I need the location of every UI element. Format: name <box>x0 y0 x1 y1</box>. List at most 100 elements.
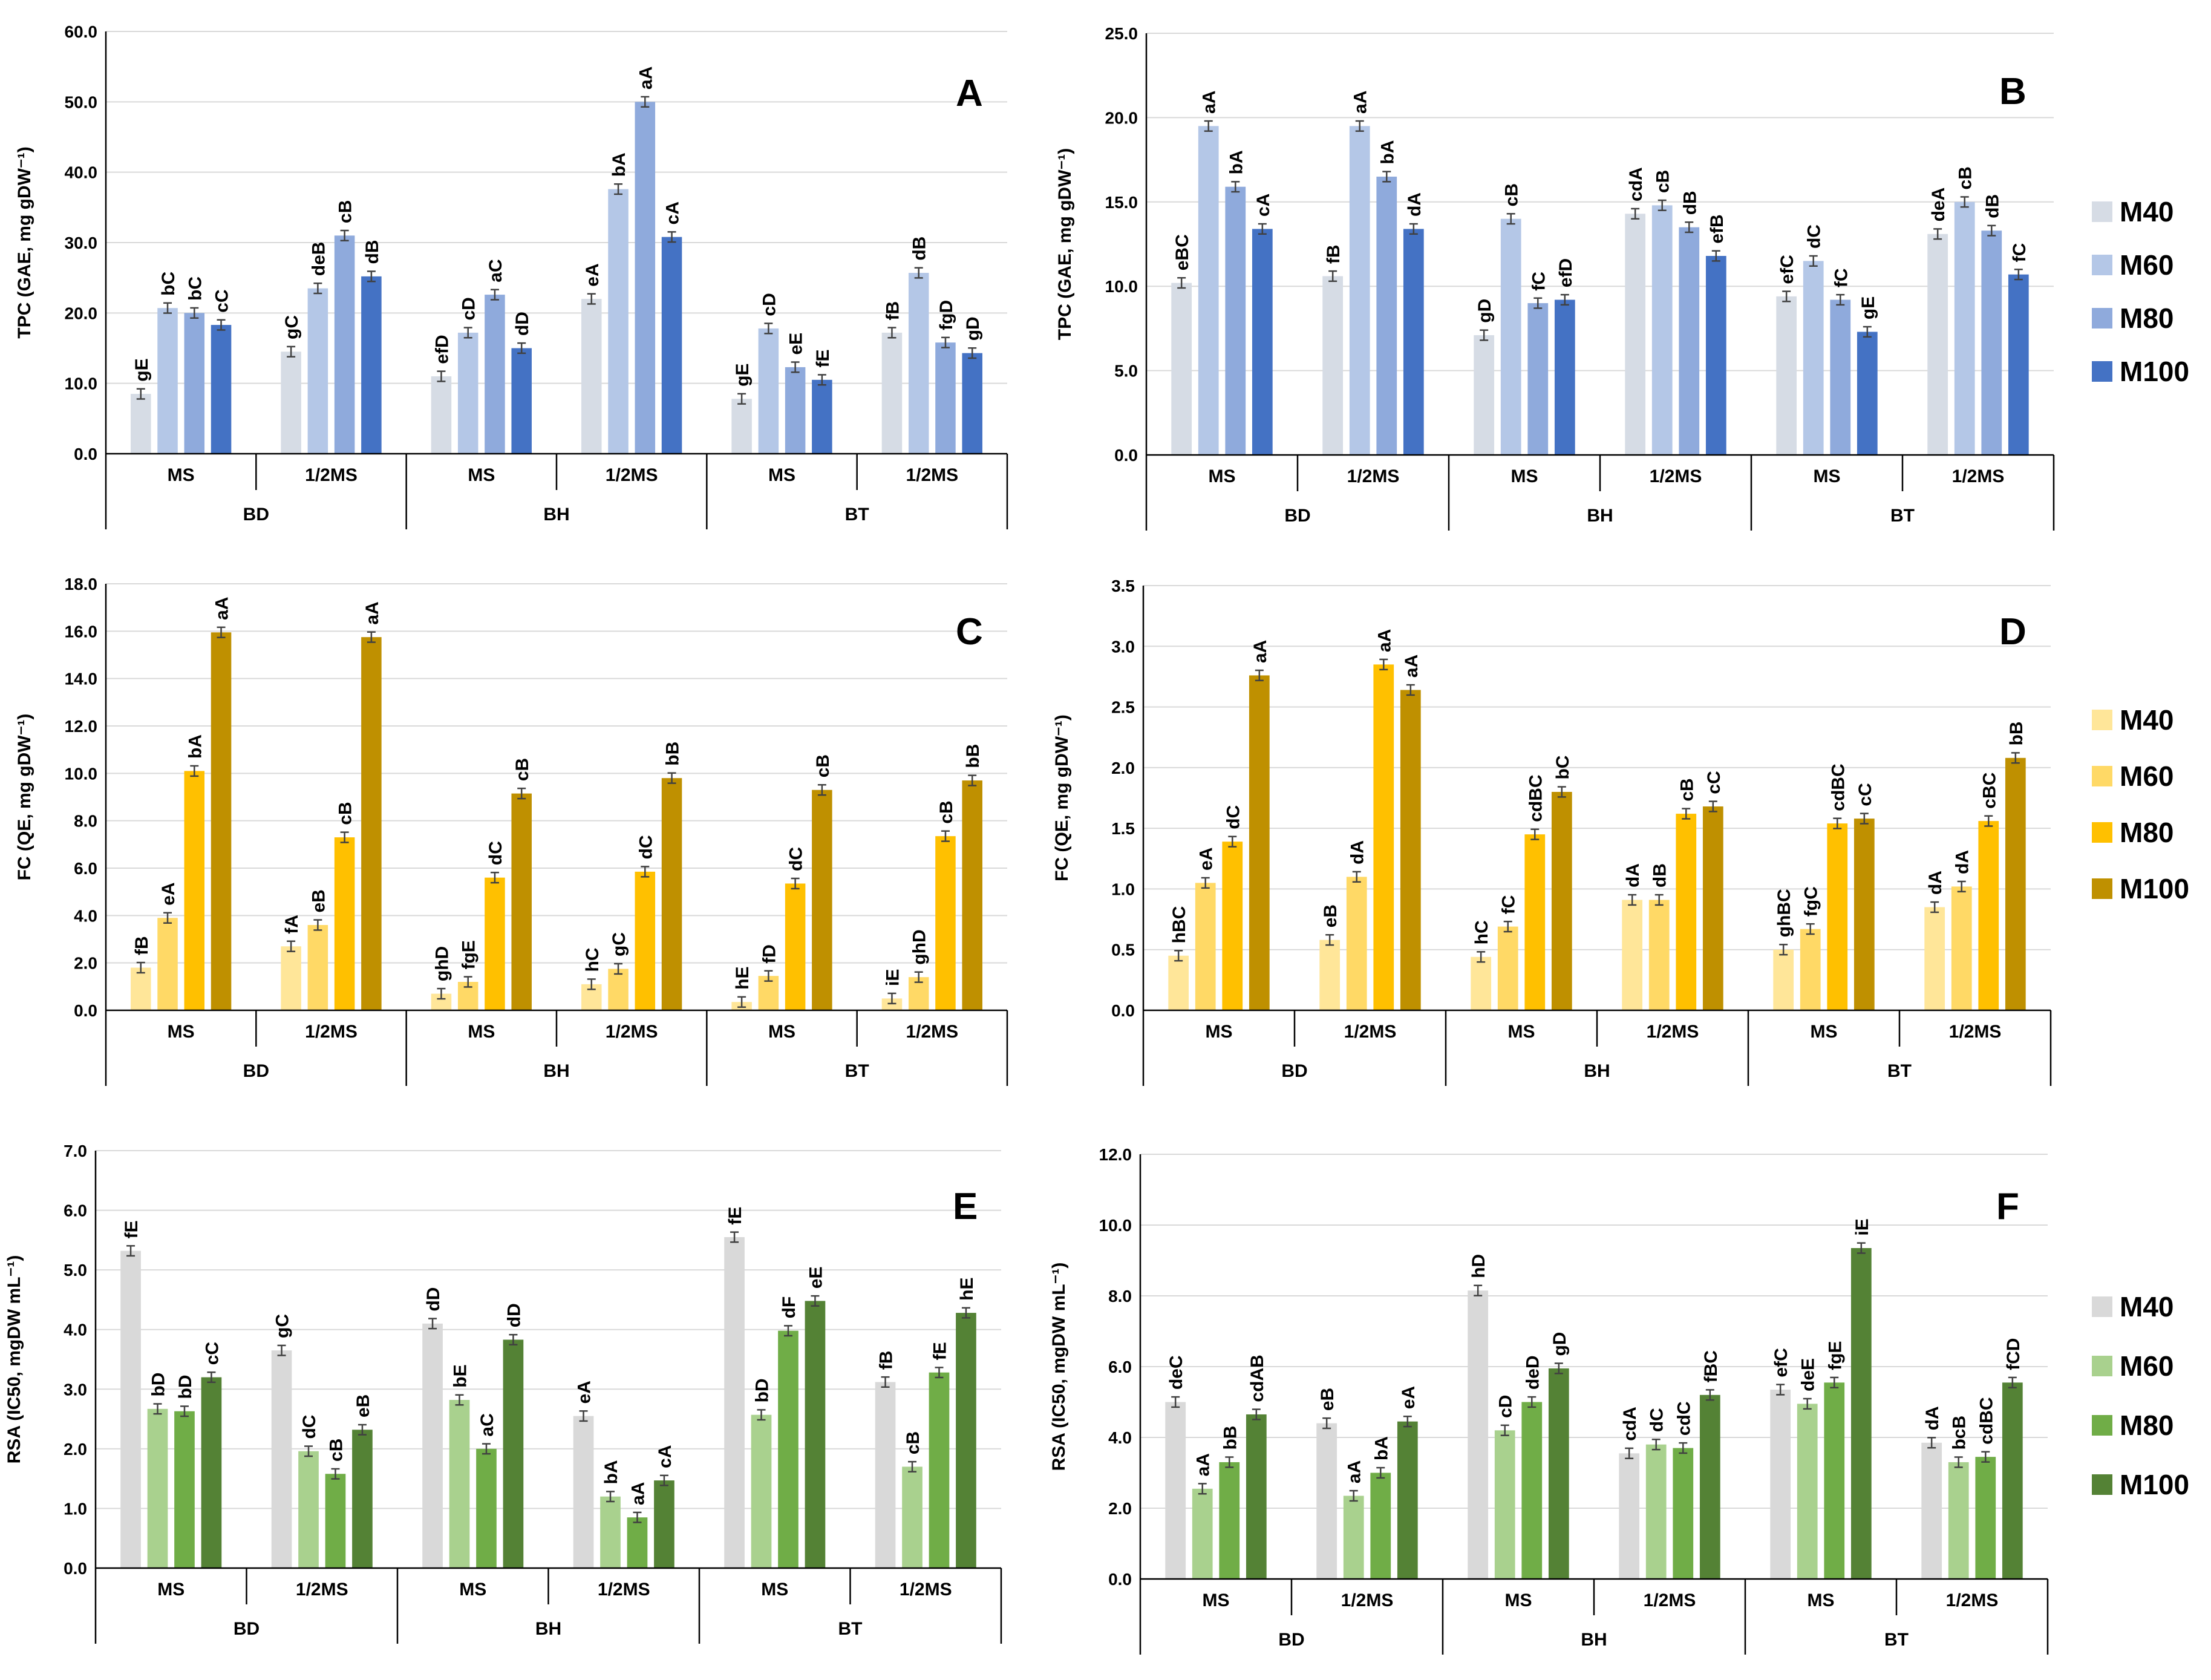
medium-label: MS <box>768 1022 795 1042</box>
bar-m40 <box>1468 1290 1489 1579</box>
significance-label: gD <box>963 316 983 341</box>
bar-m60 <box>1954 201 1975 455</box>
legend-label: M60 <box>2120 760 2173 792</box>
panel-letter: B <box>1999 71 2026 113</box>
bar-m100 <box>1548 1368 1569 1579</box>
bar-m60 <box>1497 926 1518 1010</box>
significance-label: dC <box>636 835 656 859</box>
medium-label: 1/2MS <box>305 1022 358 1042</box>
y-tick-label: 0.0 <box>1111 1001 1135 1020</box>
significance-label: bA <box>1377 140 1397 165</box>
significance-label: cdA <box>1620 1407 1640 1441</box>
y-tick-label: 0.5 <box>1111 941 1135 959</box>
y-tick-label: 8.0 <box>1108 1287 1132 1306</box>
significance-label: efD <box>432 335 452 364</box>
genotype-label: BT <box>845 1061 869 1081</box>
y-tick-label: 6.0 <box>64 1201 87 1220</box>
significance-label: aA <box>1200 91 1220 114</box>
significance-label: dA <box>1348 840 1368 865</box>
bar-m100 <box>1400 690 1421 1010</box>
genotype-label: BH <box>1584 1061 1610 1081</box>
medium-label: 1/2MS <box>1650 466 1702 486</box>
y-axis-label: TPC (GAE, mg gDW⁻¹) <box>1055 148 1075 340</box>
bar-m80 <box>1370 1472 1391 1579</box>
significance-label: bB <box>1220 1426 1240 1450</box>
significance-label: gD <box>1550 1332 1570 1356</box>
medium-label: 1/2MS <box>606 1022 658 1042</box>
significance-label: cD <box>459 297 479 320</box>
significance-label: deD <box>1523 1355 1543 1390</box>
bar-m60 <box>157 308 178 454</box>
significance-label: aA <box>1345 1460 1365 1483</box>
bar-m100 <box>812 379 832 454</box>
y-tick-label: 2.0 <box>64 1440 87 1459</box>
bar-m60 <box>1648 900 1670 1010</box>
bar-m40 <box>131 967 151 1010</box>
bar-m40 <box>120 1250 141 1568</box>
legend-green: M40 M60 M80 M100 <box>2092 1291 2189 1500</box>
significance-label: dB <box>362 240 382 264</box>
y-tick-label: 0.0 <box>74 1001 97 1020</box>
significance-label: dA <box>1623 863 1643 887</box>
bar-m40 <box>1168 955 1189 1010</box>
significance-label: dC <box>786 847 806 871</box>
significance-label: aA <box>1351 91 1371 114</box>
bar-m60 <box>1192 1488 1213 1579</box>
significance-label: fB <box>883 301 903 321</box>
significance-label: bA <box>601 1460 621 1484</box>
y-tick-label: 0.0 <box>1114 446 1138 465</box>
significance-label: fE <box>725 1207 745 1225</box>
significance-label: dC <box>486 841 506 865</box>
significance-label: bA <box>1226 150 1246 174</box>
significance-label: cD <box>759 293 779 316</box>
significance-label: aA <box>1374 629 1394 652</box>
y-tick-label: 10.0 <box>65 764 98 783</box>
bar-m100 <box>511 348 532 454</box>
y-tick-label: 18.0 <box>65 575 98 593</box>
bar-m60 <box>902 1466 923 1568</box>
significance-label: efC <box>1777 255 1797 284</box>
genotype-label: BD <box>243 1061 269 1081</box>
bar-m100 <box>661 778 682 1010</box>
chart-panel-c: 0.0 2.0 4.0 6.0 8.0 10.0 12.0 14.0 16.0 18.0 FC (Q… <box>15 575 1008 1086</box>
significance-label: eA <box>583 263 603 286</box>
significance-label: fB <box>132 936 152 955</box>
significance-label: gD <box>1475 299 1495 323</box>
bar-m40 <box>1471 956 1492 1010</box>
significance-label: cB <box>813 754 833 777</box>
significance-label: cD <box>1496 1395 1516 1418</box>
genotype-label: BT <box>845 505 869 525</box>
legend-label: M40 <box>2120 704 2173 736</box>
bar-m60 <box>1346 877 1367 1010</box>
medium-label: MS <box>1203 1590 1230 1610</box>
significance-label: hC <box>583 947 603 972</box>
panel-letter: F <box>1996 1186 2019 1227</box>
significance-label: iE <box>883 969 903 986</box>
bar-m100 <box>1397 1421 1418 1579</box>
bar-m60 <box>1195 883 1216 1010</box>
legend-label: M100 <box>2120 873 2189 904</box>
legend-swatch <box>2092 361 2112 382</box>
significance-label: cdAB <box>1247 1355 1267 1402</box>
y-tick-label: 3.0 <box>64 1380 87 1399</box>
bar-m100 <box>661 237 682 454</box>
y-tick-label: 12.0 <box>65 717 98 736</box>
bar-m100 <box>1252 229 1273 455</box>
medium-label: MS <box>1209 466 1236 486</box>
medium-label: MS <box>1811 1022 1838 1042</box>
significance-label: fC <box>1831 268 1851 287</box>
bar-m60 <box>1797 1404 1818 1579</box>
significance-label: hBC <box>1169 906 1189 944</box>
significance-label: fgE <box>459 940 479 969</box>
legend-label: M80 <box>2120 302 2173 334</box>
bar-m80 <box>785 367 806 454</box>
bar-m80 <box>627 1517 648 1568</box>
significance-label: eBC <box>1172 234 1192 270</box>
significance-label: bD <box>753 1378 772 1402</box>
significance-label: iE <box>1852 1218 1872 1235</box>
significance-label: bC <box>185 276 205 301</box>
bar-m40 <box>271 1350 292 1568</box>
significance-label: bB <box>663 742 683 766</box>
y-axis-label: FC (QE, mg gDW⁻¹) <box>15 714 34 881</box>
bar-m80 <box>1524 834 1546 1010</box>
